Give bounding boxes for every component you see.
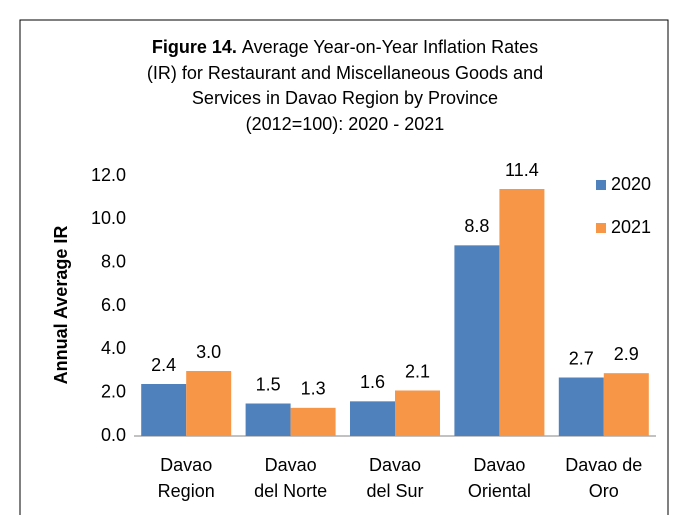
value-label: 2.1	[405, 361, 430, 381]
y-tick-label: 2.0	[101, 381, 126, 401]
y-tick-label: 12.0	[91, 165, 126, 185]
legend-swatch	[596, 223, 606, 233]
y-axis-label: Annual Average IR	[51, 226, 71, 385]
bar	[186, 371, 232, 436]
value-label: 11.4	[505, 160, 539, 180]
title-line: (IR) for Restaurant and Miscellaneous Go…	[147, 63, 543, 83]
x-tick-label: Davao	[265, 455, 317, 475]
legend-swatch	[596, 180, 606, 190]
y-tick-label: 10.0	[91, 208, 126, 228]
title-line: (2012=100): 2020 - 2021	[246, 114, 445, 134]
bar	[141, 384, 187, 436]
x-tick-label: Oro	[589, 481, 619, 501]
bar	[499, 189, 545, 436]
value-label: 3.0	[196, 342, 221, 362]
bar	[350, 401, 395, 436]
y-tick-label: 0.0	[101, 425, 126, 445]
bar	[454, 245, 500, 436]
bar	[245, 403, 291, 436]
x-tick-label: del Sur	[366, 481, 423, 501]
legend-label: 2021	[611, 217, 651, 237]
bar	[395, 390, 440, 436]
value-label: 2.7	[569, 348, 594, 368]
value-label: 8.8	[464, 216, 489, 236]
y-tick-label: 4.0	[101, 338, 126, 358]
x-tick-label: Region	[158, 481, 215, 501]
value-label: 1.5	[256, 374, 281, 394]
x-tick-label: Davao	[369, 455, 421, 475]
bar	[603, 373, 649, 436]
title-line: Average Year-on-Year Inflation Rates	[242, 37, 538, 57]
y-tick-label: 6.0	[101, 295, 126, 315]
value-label: 1.3	[301, 379, 326, 399]
bar	[558, 377, 604, 436]
legend-label: 2020	[611, 174, 651, 194]
title-label: Figure 14.	[152, 37, 237, 57]
x-tick-label: Oriental	[468, 481, 531, 501]
x-tick-label: Davao	[473, 455, 525, 475]
y-tick-label: 8.0	[101, 251, 126, 271]
value-label: 2.9	[614, 344, 639, 364]
x-tick-label: Davao de	[565, 455, 642, 475]
title-line: Services in Davao Region by Province	[192, 88, 498, 108]
value-label: 2.4	[151, 355, 176, 375]
value-label: 1.6	[360, 372, 385, 392]
bar	[290, 407, 336, 436]
x-tick-label: Davao	[160, 455, 212, 475]
chart-title: Figure 14. Average Year-on-Year Inflation…	[152, 37, 538, 57]
x-tick-label: del Norte	[254, 481, 327, 501]
